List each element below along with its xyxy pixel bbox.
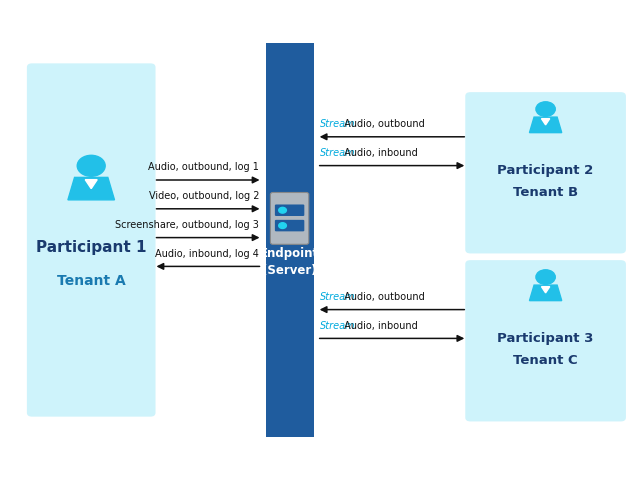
Text: Tenant B: Tenant B xyxy=(513,185,578,199)
Text: Stream: Stream xyxy=(320,119,356,129)
Polygon shape xyxy=(541,287,550,293)
Text: Endpoint
(Server): Endpoint (Server) xyxy=(260,247,319,276)
Text: Participant 3: Participant 3 xyxy=(497,332,594,345)
FancyBboxPatch shape xyxy=(275,204,304,216)
Circle shape xyxy=(279,223,286,228)
FancyBboxPatch shape xyxy=(465,92,626,253)
Text: Audio, outbound, log 1: Audio, outbound, log 1 xyxy=(148,162,259,172)
Circle shape xyxy=(536,270,556,284)
Text: Video, outbound, log 2: Video, outbound, log 2 xyxy=(148,191,259,201)
Text: Stream: Stream xyxy=(320,292,356,302)
Polygon shape xyxy=(529,117,562,132)
Text: Audio, inbound: Audio, inbound xyxy=(341,148,418,158)
Text: Audio, inbound: Audio, inbound xyxy=(341,321,418,331)
Text: Participant 1: Participant 1 xyxy=(36,240,147,255)
Text: Audio, outbound: Audio, outbound xyxy=(341,119,425,129)
Text: Audio, outbound: Audio, outbound xyxy=(341,292,425,302)
Text: Tenant C: Tenant C xyxy=(513,353,578,367)
Text: Audio, inbound, log 4: Audio, inbound, log 4 xyxy=(156,249,259,259)
Circle shape xyxy=(536,102,556,116)
Text: Stream: Stream xyxy=(320,321,356,331)
Polygon shape xyxy=(541,119,550,125)
FancyBboxPatch shape xyxy=(465,260,626,421)
Text: Tenant A: Tenant A xyxy=(57,274,125,288)
Text: Participant 2: Participant 2 xyxy=(497,164,594,177)
Polygon shape xyxy=(68,178,115,200)
FancyBboxPatch shape xyxy=(275,220,304,231)
Polygon shape xyxy=(85,180,97,189)
Text: Screenshare, outbound, log 3: Screenshare, outbound, log 3 xyxy=(115,220,259,230)
Polygon shape xyxy=(529,285,562,300)
Circle shape xyxy=(279,207,286,213)
Circle shape xyxy=(77,156,105,176)
FancyBboxPatch shape xyxy=(270,192,308,244)
FancyBboxPatch shape xyxy=(27,63,156,417)
Bar xyxy=(266,43,314,437)
Text: Stream: Stream xyxy=(320,148,356,158)
